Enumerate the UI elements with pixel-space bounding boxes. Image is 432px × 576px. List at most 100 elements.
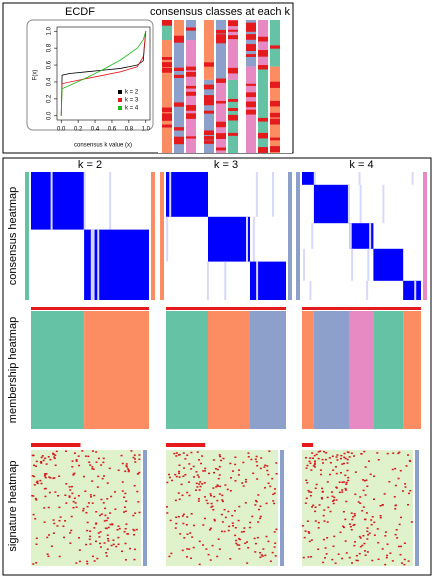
signature-cell — [137, 473, 140, 475]
signature-cell — [401, 490, 404, 492]
signature-cell — [258, 508, 261, 511]
signature-cell — [199, 481, 202, 483]
ecdf-line — [60, 31, 147, 116]
consensus-shade — [367, 248, 370, 281]
signature-cell — [69, 542, 72, 544]
signature-cell — [361, 510, 364, 512]
membership-block — [250, 311, 286, 429]
signature-cell — [70, 485, 73, 488]
signature-cell — [98, 536, 101, 538]
signature-cell — [333, 499, 336, 501]
signature-cell — [347, 476, 350, 479]
signature-cell — [192, 546, 195, 549]
signature-cell — [175, 516, 178, 519]
signature-cell — [261, 555, 264, 557]
signature-cell — [209, 493, 212, 495]
legend-swatch — [118, 98, 122, 102]
signature-cell — [110, 495, 113, 498]
signature-cell — [177, 454, 180, 456]
signature-cell — [111, 523, 114, 525]
ecdf-line — [60, 31, 147, 116]
signature-cell — [68, 496, 71, 498]
signature-cell — [52, 532, 55, 534]
signature-cell — [216, 468, 219, 471]
signature-cell — [44, 473, 47, 476]
signature-cell — [231, 470, 234, 472]
signature-cell — [275, 528, 278, 531]
signature-cell — [178, 472, 181, 475]
signature-cell — [364, 554, 367, 556]
signature-cell — [310, 491, 313, 493]
signature-cell — [171, 479, 174, 482]
signature-cell — [255, 460, 258, 463]
signature-cell — [195, 471, 198, 473]
classes-mark — [204, 101, 214, 106]
signature-cell — [43, 521, 46, 523]
signature-cell — [346, 469, 349, 472]
signature-cell — [70, 515, 73, 518]
signature-cell — [326, 481, 329, 483]
signature-cell — [359, 496, 362, 498]
signature-cell — [310, 555, 313, 558]
signature-cell — [90, 496, 93, 498]
signature-cell — [315, 453, 318, 456]
signature-cell — [229, 489, 232, 492]
signature-cell — [42, 459, 45, 462]
y-tick-label: 0.4 — [47, 77, 53, 86]
signature-cell — [409, 460, 412, 463]
signature-cell — [211, 505, 214, 508]
signature-cell — [54, 454, 57, 456]
signature-cell — [329, 461, 332, 464]
membership-block — [403, 311, 421, 429]
signature-cell — [64, 520, 67, 522]
signature-cell — [178, 498, 181, 501]
column-header: k = 2 — [78, 159, 102, 171]
signature-cell — [265, 502, 268, 505]
signature-cell — [104, 507, 107, 510]
signature-cell — [105, 555, 108, 557]
signature-cell — [218, 474, 221, 476]
consensus-block — [302, 172, 314, 185]
signature-cell — [106, 534, 109, 536]
signature-cell — [326, 537, 329, 539]
x-tick-label: 0.2 — [74, 127, 83, 133]
signature-cell — [409, 489, 412, 492]
signature-cell — [353, 514, 356, 517]
signature-cell — [373, 475, 376, 478]
signature-cell — [137, 501, 140, 503]
signature-cell — [133, 529, 136, 532]
signature-cell — [109, 512, 112, 514]
signature-cell — [350, 512, 353, 514]
classes-mark — [270, 146, 280, 153]
classes-strip — [174, 20, 184, 40]
signature-cell — [309, 457, 312, 459]
signature-cell — [322, 514, 325, 517]
signature-cell — [86, 560, 89, 563]
signature-cell — [321, 487, 324, 490]
signature-cell — [352, 516, 355, 518]
signature-cell — [353, 455, 356, 457]
signature-cell — [167, 473, 170, 476]
signature-cell — [227, 510, 230, 513]
signature-cell — [197, 498, 200, 500]
classes-mark — [204, 98, 214, 102]
signature-cell — [317, 521, 320, 524]
consensus-block — [373, 248, 404, 281]
signature-cell — [198, 459, 201, 461]
signature-cell — [250, 458, 253, 461]
signature-cell — [96, 557, 99, 560]
signature-cell — [326, 521, 329, 523]
classes-mark — [228, 98, 238, 102]
signature-cell — [98, 542, 101, 545]
signature-cell — [344, 518, 347, 521]
signature-cell — [256, 536, 259, 539]
signature-cell — [310, 469, 313, 471]
signature-cell — [198, 563, 201, 566]
signature-cell — [274, 542, 277, 544]
signature-cell — [212, 487, 215, 489]
signature-cell — [248, 526, 251, 529]
consensus-shade — [382, 184, 385, 224]
signature-cell — [47, 555, 50, 558]
signature-cell — [385, 556, 388, 559]
consensus-shade — [349, 223, 352, 249]
